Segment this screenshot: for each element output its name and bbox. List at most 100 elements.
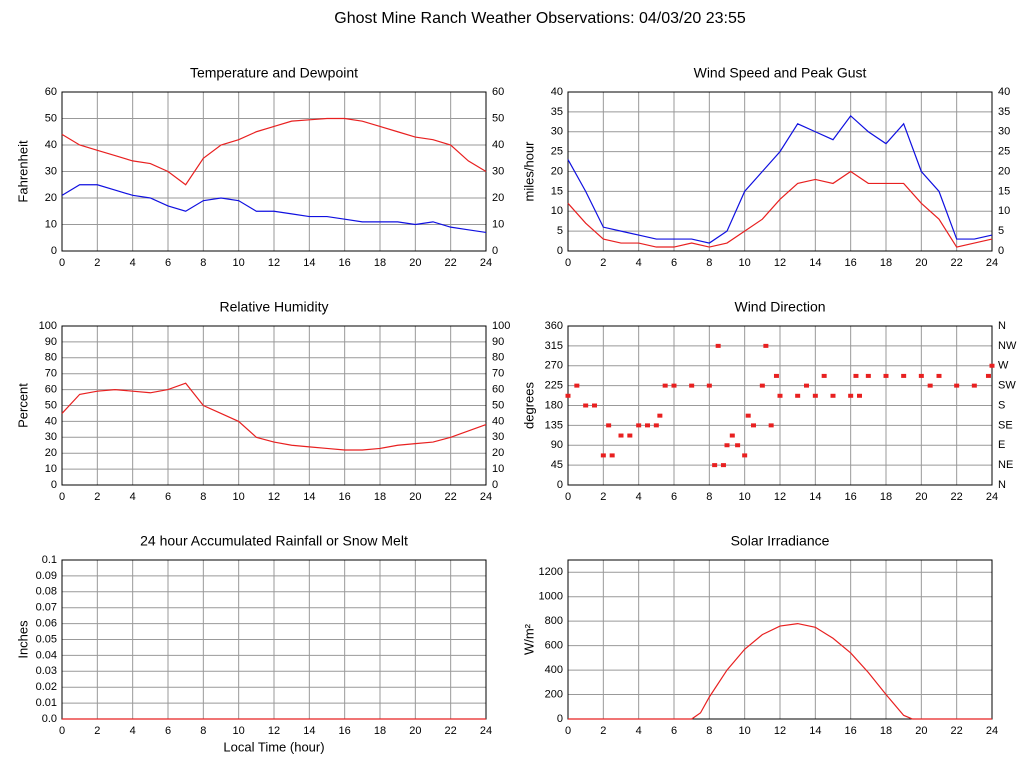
y2-tick-label: 20 <box>492 192 504 204</box>
data-point <box>657 413 663 418</box>
x-tick-label: 6 <box>165 725 171 737</box>
x-tick-label: 0 <box>565 257 571 269</box>
y2-tick-label: NE <box>998 459 1013 471</box>
x-tick-label: 18 <box>374 725 386 737</box>
y-tick-label: 60 <box>45 86 57 98</box>
data-point <box>768 423 774 428</box>
y-tick-label: 0 <box>51 479 57 491</box>
data-point <box>729 433 735 438</box>
data-point <box>671 383 677 388</box>
x-tick-label: 22 <box>445 491 457 503</box>
y-tick-label: 50 <box>45 399 57 411</box>
x-tick-label: 14 <box>303 257 315 269</box>
data-line <box>568 622 992 720</box>
y2-tick-label: 10 <box>492 218 504 230</box>
plot-frame <box>567 325 993 486</box>
x-tick-label: 4 <box>130 491 136 503</box>
data-point <box>636 423 642 428</box>
data-point <box>609 453 615 458</box>
y-tick-label: 1000 <box>539 591 563 603</box>
x-tick-label: 6 <box>165 257 171 269</box>
y-tick-label: 1200 <box>539 566 563 578</box>
y-tick-label: 30 <box>45 431 57 443</box>
data-point <box>821 373 827 378</box>
y-tick-label: 5 <box>557 225 563 237</box>
data-point <box>812 393 818 398</box>
x-tick-label: 2 <box>94 257 100 269</box>
y2-tick-label: 50 <box>492 112 504 124</box>
data-point <box>853 373 859 378</box>
y2-tick-label: 60 <box>492 86 504 98</box>
data-point <box>848 393 854 398</box>
data-line <box>61 382 487 451</box>
x-tick-label: 22 <box>951 725 963 737</box>
page-title: Ghost Mine Ranch Weather Observations: 0… <box>334 10 746 27</box>
x-tick-label: 8 <box>706 491 712 503</box>
data-point <box>627 433 633 438</box>
data-point <box>653 423 659 428</box>
y2-tick-label: 0 <box>998 245 1004 257</box>
y2-tick-label: 40 <box>492 139 504 151</box>
data-line <box>567 114 993 244</box>
y-axis-label: degrees <box>521 382 536 429</box>
x-tick-label: 14 <box>303 725 315 737</box>
y-tick-label: 0 <box>51 245 57 257</box>
data-point <box>735 443 741 448</box>
y2-tick-label: 0 <box>492 479 498 491</box>
x-tick-label: 18 <box>880 257 892 269</box>
y-tick-label: 15 <box>551 185 563 197</box>
x-tick-label: 4 <box>130 257 136 269</box>
y2-tick-label: W <box>998 360 1009 372</box>
y2-tick-label: SE <box>998 419 1013 431</box>
plot-frame <box>567 91 993 252</box>
y-tick-label: 10 <box>45 463 57 475</box>
y-tick-label: 600 <box>545 640 563 652</box>
y-tick-label: 45 <box>551 459 563 471</box>
y-tick-label: 0.09 <box>36 570 57 582</box>
y2-tick-label: 10 <box>492 463 504 475</box>
x-tick-label: 20 <box>409 725 421 737</box>
x-tick-label: 2 <box>94 725 100 737</box>
x-tick-label: 18 <box>880 725 892 737</box>
data-point <box>989 363 995 368</box>
chart-title: Solar Irradiance <box>731 533 830 549</box>
y-tick-label: 35 <box>551 106 563 118</box>
x-tick-label: 10 <box>233 257 245 269</box>
y-tick-label: 60 <box>45 384 57 396</box>
y2-tick-label: N <box>998 479 1006 491</box>
x-tick-label: 22 <box>445 725 457 737</box>
data-point <box>883 373 889 378</box>
x-tick-label: 6 <box>671 491 677 503</box>
x-tick-label: 0 <box>59 257 65 269</box>
x-tick-label: 20 <box>915 257 927 269</box>
x-tick-label: 16 <box>845 257 857 269</box>
y-tick-label: 0 <box>557 713 563 725</box>
y-tick-label: 800 <box>545 615 563 627</box>
x-tick-label: 16 <box>845 725 857 737</box>
y2-tick-label: 90 <box>492 336 504 348</box>
x-tick-label: 16 <box>845 491 857 503</box>
data-point <box>592 403 597 408</box>
x-tick-label: 20 <box>915 491 927 503</box>
x-tick-label: 8 <box>706 257 712 269</box>
y-tick-label: 0 <box>557 479 563 491</box>
x-tick-label: 18 <box>374 491 386 503</box>
y-tick-label: 20 <box>45 192 57 204</box>
data-point <box>865 373 871 378</box>
y2-tick-label: 30 <box>492 431 504 443</box>
y-tick-label: 25 <box>551 146 563 158</box>
x-tick-label: 10 <box>739 257 751 269</box>
data-point <box>857 393 862 398</box>
data-point <box>724 443 730 448</box>
y-tick-label: 270 <box>545 360 563 372</box>
y-tick-label: 200 <box>545 688 563 700</box>
y2-tick-label: 40 <box>998 86 1010 98</box>
y2-tick-label: 10 <box>998 205 1010 217</box>
data-point <box>759 383 765 388</box>
x-tick-label: 10 <box>233 491 245 503</box>
data-point <box>645 423 650 428</box>
x-tick-label: 6 <box>671 725 677 737</box>
data-point <box>565 393 571 398</box>
y-tick-label: 315 <box>545 340 563 352</box>
x-tick-label: 12 <box>268 725 280 737</box>
